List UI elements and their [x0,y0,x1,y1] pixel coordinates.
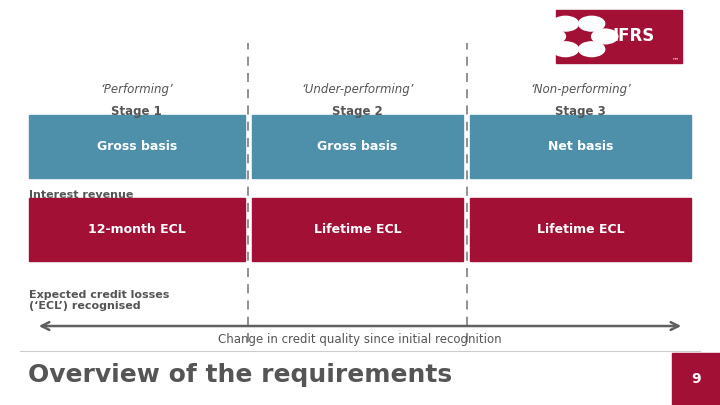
Text: ‘Performing’: ‘Performing’ [100,83,174,96]
Text: Expected credit losses
(‘ECL’) recognised: Expected credit losses (‘ECL’) recognise… [29,290,169,311]
Bar [470,115,691,178]
Text: Lifetime ECL: Lifetime ECL [314,223,401,237]
Text: Interest revenue: Interest revenue [29,190,133,200]
Text: Lifetime ECL: Lifetime ECL [537,223,624,237]
Text: ‘Under-performing’: ‘Under-performing’ [301,83,414,96]
Text: Gross basis: Gross basis [318,140,397,153]
Bar [29,198,245,261]
Text: ™: ™ [672,58,679,64]
Bar [252,198,463,261]
Bar [252,115,463,178]
Text: Gross basis: Gross basis [96,140,177,153]
Text: 9: 9 [691,372,701,386]
Text: Stage 3: Stage 3 [555,105,606,118]
Circle shape [552,42,579,57]
Text: Stage 1: Stage 1 [112,105,162,118]
Circle shape [552,16,579,31]
Bar [470,198,691,261]
Bar [29,115,245,178]
Text: Net basis: Net basis [548,140,613,153]
Text: ‘Non-performing’: ‘Non-performing’ [530,83,631,96]
Circle shape [592,29,618,44]
Circle shape [579,16,605,31]
Text: Overview of the requirements: Overview of the requirements [28,363,452,387]
Text: Stage 2: Stage 2 [332,105,383,118]
Text: Change in credit quality since initial recognition: Change in credit quality since initial r… [218,333,502,346]
Text: 12-month ECL: 12-month ECL [88,223,186,237]
Bar [556,10,682,63]
Text: IFRS: IFRS [613,28,655,45]
Bar [672,353,720,405]
Circle shape [539,29,565,44]
Circle shape [579,42,605,57]
